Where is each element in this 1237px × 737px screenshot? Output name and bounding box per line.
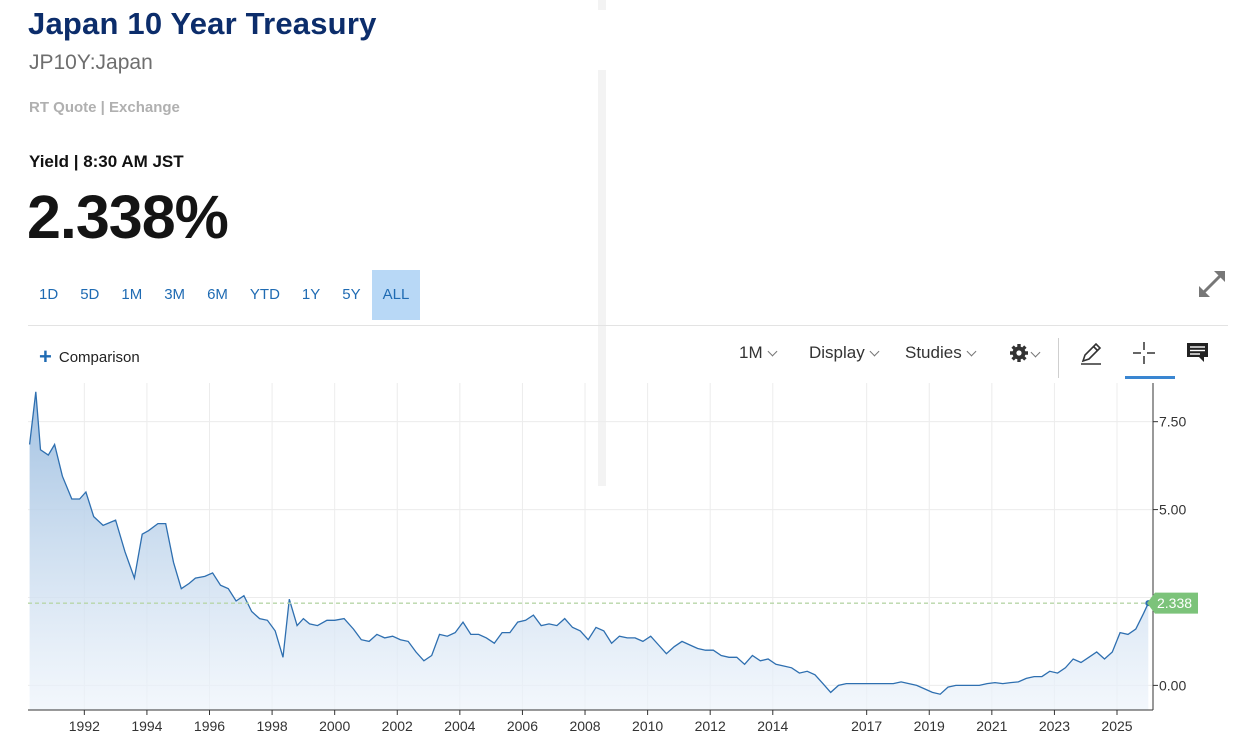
settings-dropdown[interactable]	[1008, 342, 1041, 369]
range-1d[interactable]: 1D	[39, 286, 59, 303]
last-value-label: 2.338	[1157, 595, 1192, 611]
range-5y[interactable]: 5Y	[342, 286, 361, 303]
x-tick-label: 2012	[695, 718, 726, 734]
background-panel-scrollbar	[598, 70, 606, 486]
toolbar-separator	[1058, 338, 1059, 378]
x-tick-label: 2025	[1101, 718, 1132, 734]
range-1m[interactable]: 1M	[121, 286, 143, 303]
plus-icon: +	[39, 344, 52, 369]
x-tick-label: 1998	[257, 718, 288, 734]
background-panel-edge	[598, 0, 606, 10]
expand-icon[interactable]	[1194, 266, 1230, 302]
last-value-badge	[1147, 592, 1198, 614]
pencil-icon[interactable]	[1078, 340, 1104, 366]
x-tick-label: 2004	[444, 718, 475, 734]
x-tick-label: 2010	[632, 718, 663, 734]
y-tick-label: 0.00	[1159, 677, 1186, 693]
range-ytd[interactable]: YTD	[249, 286, 280, 303]
ticker-symbol: JP10Y:Japan	[29, 51, 153, 74]
x-tick-label: 1994	[131, 718, 162, 734]
x-tick-label: 1996	[194, 718, 225, 734]
quote-source: RT Quote | Exchange	[29, 99, 180, 116]
chart-labels: 7.50 5.00 0.00 1992 1994 1996 1998 2000 2002 2004…	[69, 414, 1198, 734]
yield-timestamp: Yield | 8:30 AM JST	[29, 152, 184, 171]
crosshair-icon[interactable]	[1131, 340, 1157, 366]
chart-axes	[28, 383, 1158, 715]
y-tick-label: 7.50	[1159, 414, 1186, 430]
x-tick-label: 2023	[1039, 718, 1070, 734]
y-tick-label: 5.00	[1159, 502, 1186, 518]
x-tick-label: 2014	[757, 718, 788, 734]
yield-series-line	[28, 391, 1149, 695]
x-tick-label: 2021	[976, 718, 1007, 734]
interval-dropdown[interactable]: 1M	[739, 343, 778, 363]
x-tick-label: 2017	[851, 718, 882, 734]
gear-icon	[1010, 344, 1028, 362]
interval-label: 1M	[739, 343, 763, 362]
range-1y[interactable]: 1Y	[301, 286, 321, 303]
comparison-button[interactable]: + Comparison	[39, 344, 140, 369]
range-all[interactable]: ALL	[371, 270, 421, 320]
x-tick-label: 2008	[569, 718, 600, 734]
chart-area-layer	[28, 391, 1153, 710]
comment-icon[interactable]	[1185, 341, 1211, 365]
x-tick-label: 2002	[382, 718, 413, 734]
page-title: Japan 10 Year Treasury	[28, 6, 377, 41]
range-3m[interactable]: 3M	[164, 286, 186, 303]
crosshair-active-indicator	[1125, 376, 1175, 379]
yield-area-fill	[29, 391, 1149, 710]
comparison-label: Comparison	[58, 348, 140, 366]
display-label: Display	[809, 343, 865, 362]
range-5d[interactable]: 5D	[80, 286, 100, 303]
x-tick-label: 2000	[319, 718, 350, 734]
x-tick-label: 2006	[507, 718, 538, 734]
section-divider	[28, 325, 1228, 326]
x-tick-label: 2019	[914, 718, 945, 734]
studies-label: Studies	[905, 343, 962, 362]
current-yield: 2.338%	[27, 183, 229, 251]
range-selector: 1D 5D 1M 3M 6M YTD 1Y 5Y ALL	[28, 270, 421, 320]
range-6m[interactable]: 6M	[207, 286, 228, 303]
display-dropdown[interactable]: Display	[809, 343, 880, 363]
studies-dropdown[interactable]: Studies	[905, 343, 977, 363]
x-tick-label: 1992	[69, 718, 100, 734]
